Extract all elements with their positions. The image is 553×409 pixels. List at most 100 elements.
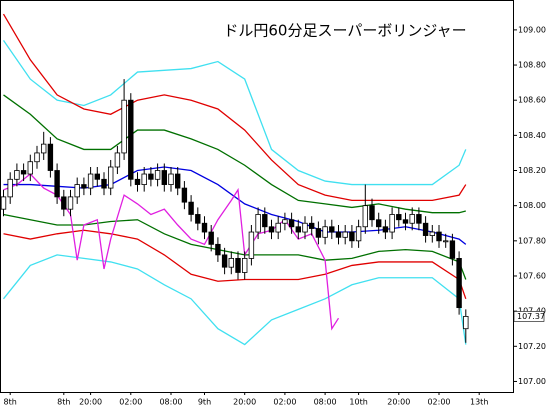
candle-body <box>315 228 322 238</box>
candle-body <box>141 173 147 185</box>
candle-body <box>463 316 469 330</box>
candle-body <box>369 205 375 221</box>
candle-body <box>288 219 295 228</box>
y-tick-label: 108.80 <box>518 61 546 70</box>
candle-body <box>188 201 194 215</box>
candle-body <box>248 231 255 259</box>
candle-body <box>148 173 154 180</box>
x-tick-label: 08:00 <box>159 398 182 407</box>
x-tick-label: 8th <box>57 398 70 407</box>
candle-body <box>41 143 47 154</box>
candle-body <box>308 222 315 229</box>
candle-body <box>322 226 328 238</box>
y-tick-label: 109.00 <box>518 25 546 34</box>
candle-body <box>335 231 342 238</box>
candle-body <box>67 196 74 210</box>
candle-body <box>0 196 7 210</box>
y-tick-label: 107.00 <box>518 377 546 386</box>
x-tick-label: 8th <box>4 398 17 407</box>
candle-body <box>161 170 167 185</box>
candle-body <box>382 226 389 233</box>
candle-body <box>396 214 402 221</box>
candle-body <box>221 254 228 268</box>
plot-frame <box>0 0 514 393</box>
candle-body <box>108 166 114 189</box>
candle-body <box>295 226 301 233</box>
candle-body <box>268 226 275 233</box>
candle-body <box>94 173 100 180</box>
candle-body <box>61 196 67 210</box>
candle-body <box>241 258 248 273</box>
candle-body <box>362 205 368 228</box>
candle-body <box>87 173 94 189</box>
candle-body <box>7 178 13 198</box>
candle-body <box>81 184 87 189</box>
chart-title: ドル円60分足スーパーボリンジャー <box>223 22 466 40</box>
band-line <box>2 13 467 202</box>
band-line <box>2 254 467 346</box>
candle-body <box>416 214 422 224</box>
x-tick-label: 08:00 <box>314 398 337 407</box>
candle-body <box>255 214 261 233</box>
last-price-label: 107.37 <box>517 312 545 321</box>
x-tick-label: 02:00 <box>119 398 142 407</box>
x-tick-label: 9th <box>198 398 211 407</box>
candle-body <box>275 222 281 233</box>
candle-body <box>201 222 208 233</box>
candle-body <box>456 258 462 309</box>
candle-body <box>349 231 355 242</box>
candle-body <box>54 170 60 198</box>
candle-body <box>208 231 214 245</box>
y-tick-label: 107.80 <box>518 236 546 245</box>
x-tick-label: 20:00 <box>387 398 410 407</box>
candle-body <box>375 219 382 228</box>
candle-body <box>282 219 288 224</box>
candle-body <box>134 178 141 185</box>
x-tick-label: 20:00 <box>233 398 256 407</box>
candle-body <box>422 222 429 236</box>
candle-body <box>262 214 268 228</box>
candle-body <box>74 184 80 198</box>
candle-body <box>27 161 33 175</box>
candle-body <box>47 143 54 171</box>
candle-body <box>329 226 335 233</box>
candle-body <box>34 152 40 163</box>
y-tick-label: 107.20 <box>518 342 546 351</box>
candle-body <box>389 214 395 233</box>
candle-body <box>20 170 27 175</box>
candle-body <box>228 258 234 268</box>
candle-body <box>195 214 201 224</box>
candle-body <box>168 173 174 185</box>
last-price-box <box>513 311 545 322</box>
x-tick-label: 20:00 <box>79 398 102 407</box>
band-line <box>3 229 467 300</box>
candle-body <box>121 99 127 154</box>
candle-body <box>154 170 161 180</box>
candle-body <box>402 219 409 224</box>
candle-body <box>174 173 181 189</box>
candle-body <box>355 226 362 242</box>
y-tick-label: 108.00 <box>518 201 546 210</box>
candle-body <box>101 178 107 189</box>
candle-body <box>436 231 442 242</box>
band-line <box>3 94 466 214</box>
x-tick-label: 10th <box>349 398 367 407</box>
candle-body <box>14 170 20 180</box>
y-tick-label: 108.60 <box>518 96 546 105</box>
x-tick-label: 13th <box>470 398 488 407</box>
candle-body <box>449 240 456 259</box>
x-tick-label: 02:00 <box>427 398 450 407</box>
candle-body <box>409 214 415 224</box>
candle-body <box>215 243 221 256</box>
candle-body <box>128 99 134 180</box>
candle-body <box>442 240 449 243</box>
candle-body <box>181 187 188 203</box>
candle-body <box>302 222 308 233</box>
candle-body <box>342 231 348 238</box>
y-tick-label: 107.60 <box>518 271 546 280</box>
y-tick-label: 108.40 <box>518 131 546 140</box>
candle-body <box>429 231 435 236</box>
x-tick-label: 02:00 <box>273 398 296 407</box>
